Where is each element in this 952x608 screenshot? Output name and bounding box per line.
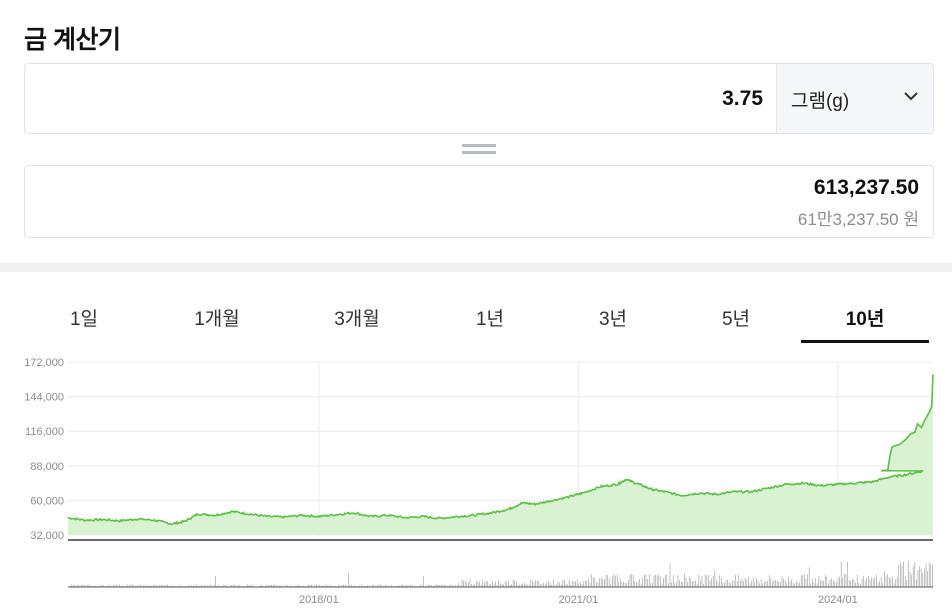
price-line: [67, 374, 934, 526]
x-tick-label: 2021/01: [558, 594, 598, 606]
y-tick-label: 172,000: [24, 357, 64, 369]
y-tick-label: 88,000: [30, 461, 64, 473]
page-title: 금 계산기: [24, 26, 121, 54]
tab-3y[interactable]: 3년: [598, 309, 628, 330]
amount-input[interactable]: [25, 64, 777, 133]
unit-select[interactable]: 그램(g): [776, 64, 933, 133]
tab-5y[interactable]: 5년: [721, 309, 751, 330]
chevron-down-icon: [904, 92, 918, 101]
tab-1y[interactable]: 1년: [475, 309, 505, 330]
y-tick-label: 144,000: [24, 392, 64, 404]
tab-10y[interactable]: 10년: [801, 298, 929, 343]
tab-1m[interactable]: 1개월: [194, 309, 240, 330]
x-tick-label: 2018/01: [299, 594, 339, 606]
volume-bars: [69, 561, 933, 587]
y-tick-label: 60,000: [30, 495, 64, 507]
x-axis-ticks: 2018/01 2021/01 2024/01: [299, 594, 858, 606]
x-tick-label: 2024/01: [818, 594, 858, 606]
equals-icon: [462, 144, 496, 154]
result-value: 613,237.50: [813, 176, 919, 199]
amount-input-box: 그램(g): [24, 63, 934, 134]
section-divider: [0, 263, 952, 272]
result-value-korean: 61만3,237.50 원: [797, 210, 919, 229]
result-box: 613,237.50 61만3,237.50 원: [24, 165, 934, 238]
y-tick-label: 32,000: [30, 530, 64, 542]
period-tabs: 1일 1개월 3개월 1년 3년 5년 10년: [24, 298, 929, 343]
y-axis-ticks: 172,000 144,000 116,000 88,000 60,000 32,000: [24, 357, 64, 542]
gold-price-chart: 172,000144,000116,00088,00060,00032,000 …: [24, 357, 934, 606]
tab-1d[interactable]: 1일: [69, 309, 99, 330]
y-tick-label: 116,000: [25, 426, 64, 438]
unit-select-label: 그램(g): [791, 91, 850, 112]
tab-3m[interactable]: 3개월: [334, 309, 380, 330]
